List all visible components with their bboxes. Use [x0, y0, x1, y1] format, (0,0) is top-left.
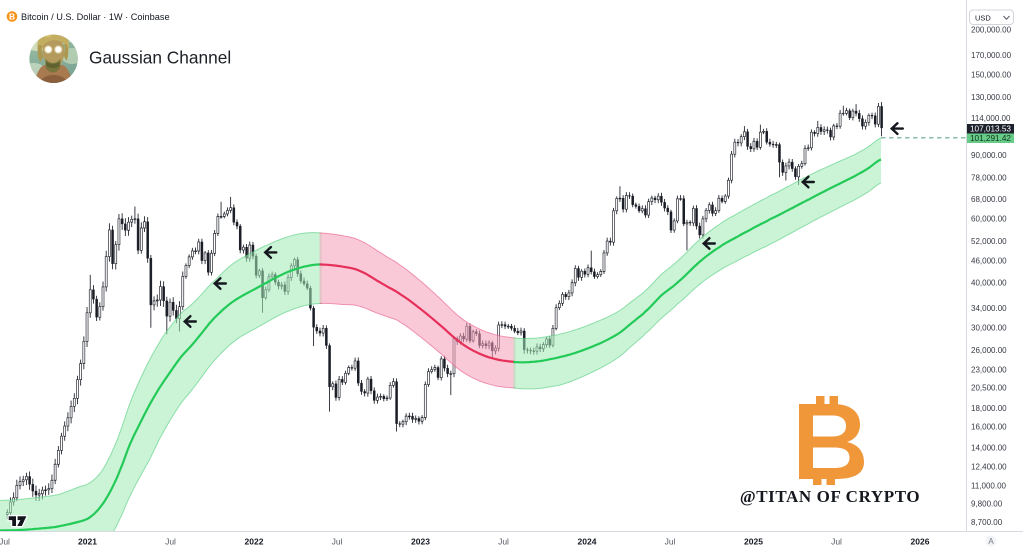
svg-text:A: A [988, 537, 994, 546]
svg-text:23,000.00: 23,000.00 [971, 365, 1007, 374]
svg-text:52,000.00: 52,000.00 [971, 237, 1007, 246]
svg-text:14,000.00: 14,000.00 [971, 444, 1007, 453]
svg-text:200,000.00: 200,000.00 [971, 26, 1012, 35]
svg-text:18,000.00: 18,000.00 [971, 404, 1007, 413]
svg-text:Jul: Jul [0, 537, 10, 547]
svg-text:101,291.42: 101,291.42 [970, 134, 1011, 143]
svg-text:107,013.53: 107,013.53 [970, 125, 1011, 134]
svg-text:8,700.00: 8,700.00 [971, 518, 1003, 527]
svg-text:Jul: Jul [165, 537, 176, 547]
svg-text:USD: USD [975, 13, 991, 22]
svg-text:Jul: Jul [831, 537, 842, 547]
svg-text:170,000.00: 170,000.00 [971, 51, 1012, 60]
svg-text:60,000.00: 60,000.00 [971, 215, 1007, 224]
svg-text:12,400.00: 12,400.00 [971, 463, 1007, 472]
svg-text:2022: 2022 [245, 537, 264, 547]
svg-text:16,000.00: 16,000.00 [971, 423, 1007, 432]
svg-text:90,000.00: 90,000.00 [971, 151, 1007, 160]
svg-text:46,000.00: 46,000.00 [971, 257, 1007, 266]
svg-text:Jul: Jul [665, 537, 676, 547]
svg-text:11,000.00: 11,000.00 [971, 481, 1007, 490]
svg-text:2021: 2021 [78, 537, 97, 547]
svg-text:40,000.00: 40,000.00 [971, 279, 1007, 288]
svg-text:2023: 2023 [411, 537, 430, 547]
svg-text:2026: 2026 [911, 537, 930, 547]
svg-text:30,000.00: 30,000.00 [971, 324, 1007, 333]
svg-text:Bitcoin / U.S. Dollar · 1W · C: Bitcoin / U.S. Dollar · 1W · Coinbase [21, 12, 170, 22]
svg-text:114,000.00: 114,000.00 [971, 114, 1011, 123]
svg-text:2024: 2024 [578, 537, 597, 547]
svg-text:2025: 2025 [744, 537, 763, 547]
svg-text:Gaussian Channel: Gaussian Channel [89, 48, 231, 68]
svg-text:26,000.00: 26,000.00 [971, 346, 1007, 355]
svg-text:Jul: Jul [498, 537, 509, 547]
svg-text:@TITAN OF CRYPTO: @TITAN OF CRYPTO [740, 487, 920, 506]
svg-text:Jul: Jul [332, 537, 343, 547]
svg-text:20,500.00: 20,500.00 [971, 384, 1007, 393]
svg-text:68,000.00: 68,000.00 [971, 195, 1007, 204]
svg-text:130,000.00: 130,000.00 [971, 93, 1012, 102]
svg-text:34,000.00: 34,000.00 [971, 304, 1007, 313]
svg-text:B: B [9, 12, 15, 22]
svg-text:150,000.00: 150,000.00 [971, 71, 1012, 80]
svg-text:78,000.00: 78,000.00 [971, 174, 1007, 183]
svg-text:9,800.00: 9,800.00 [971, 500, 1003, 509]
